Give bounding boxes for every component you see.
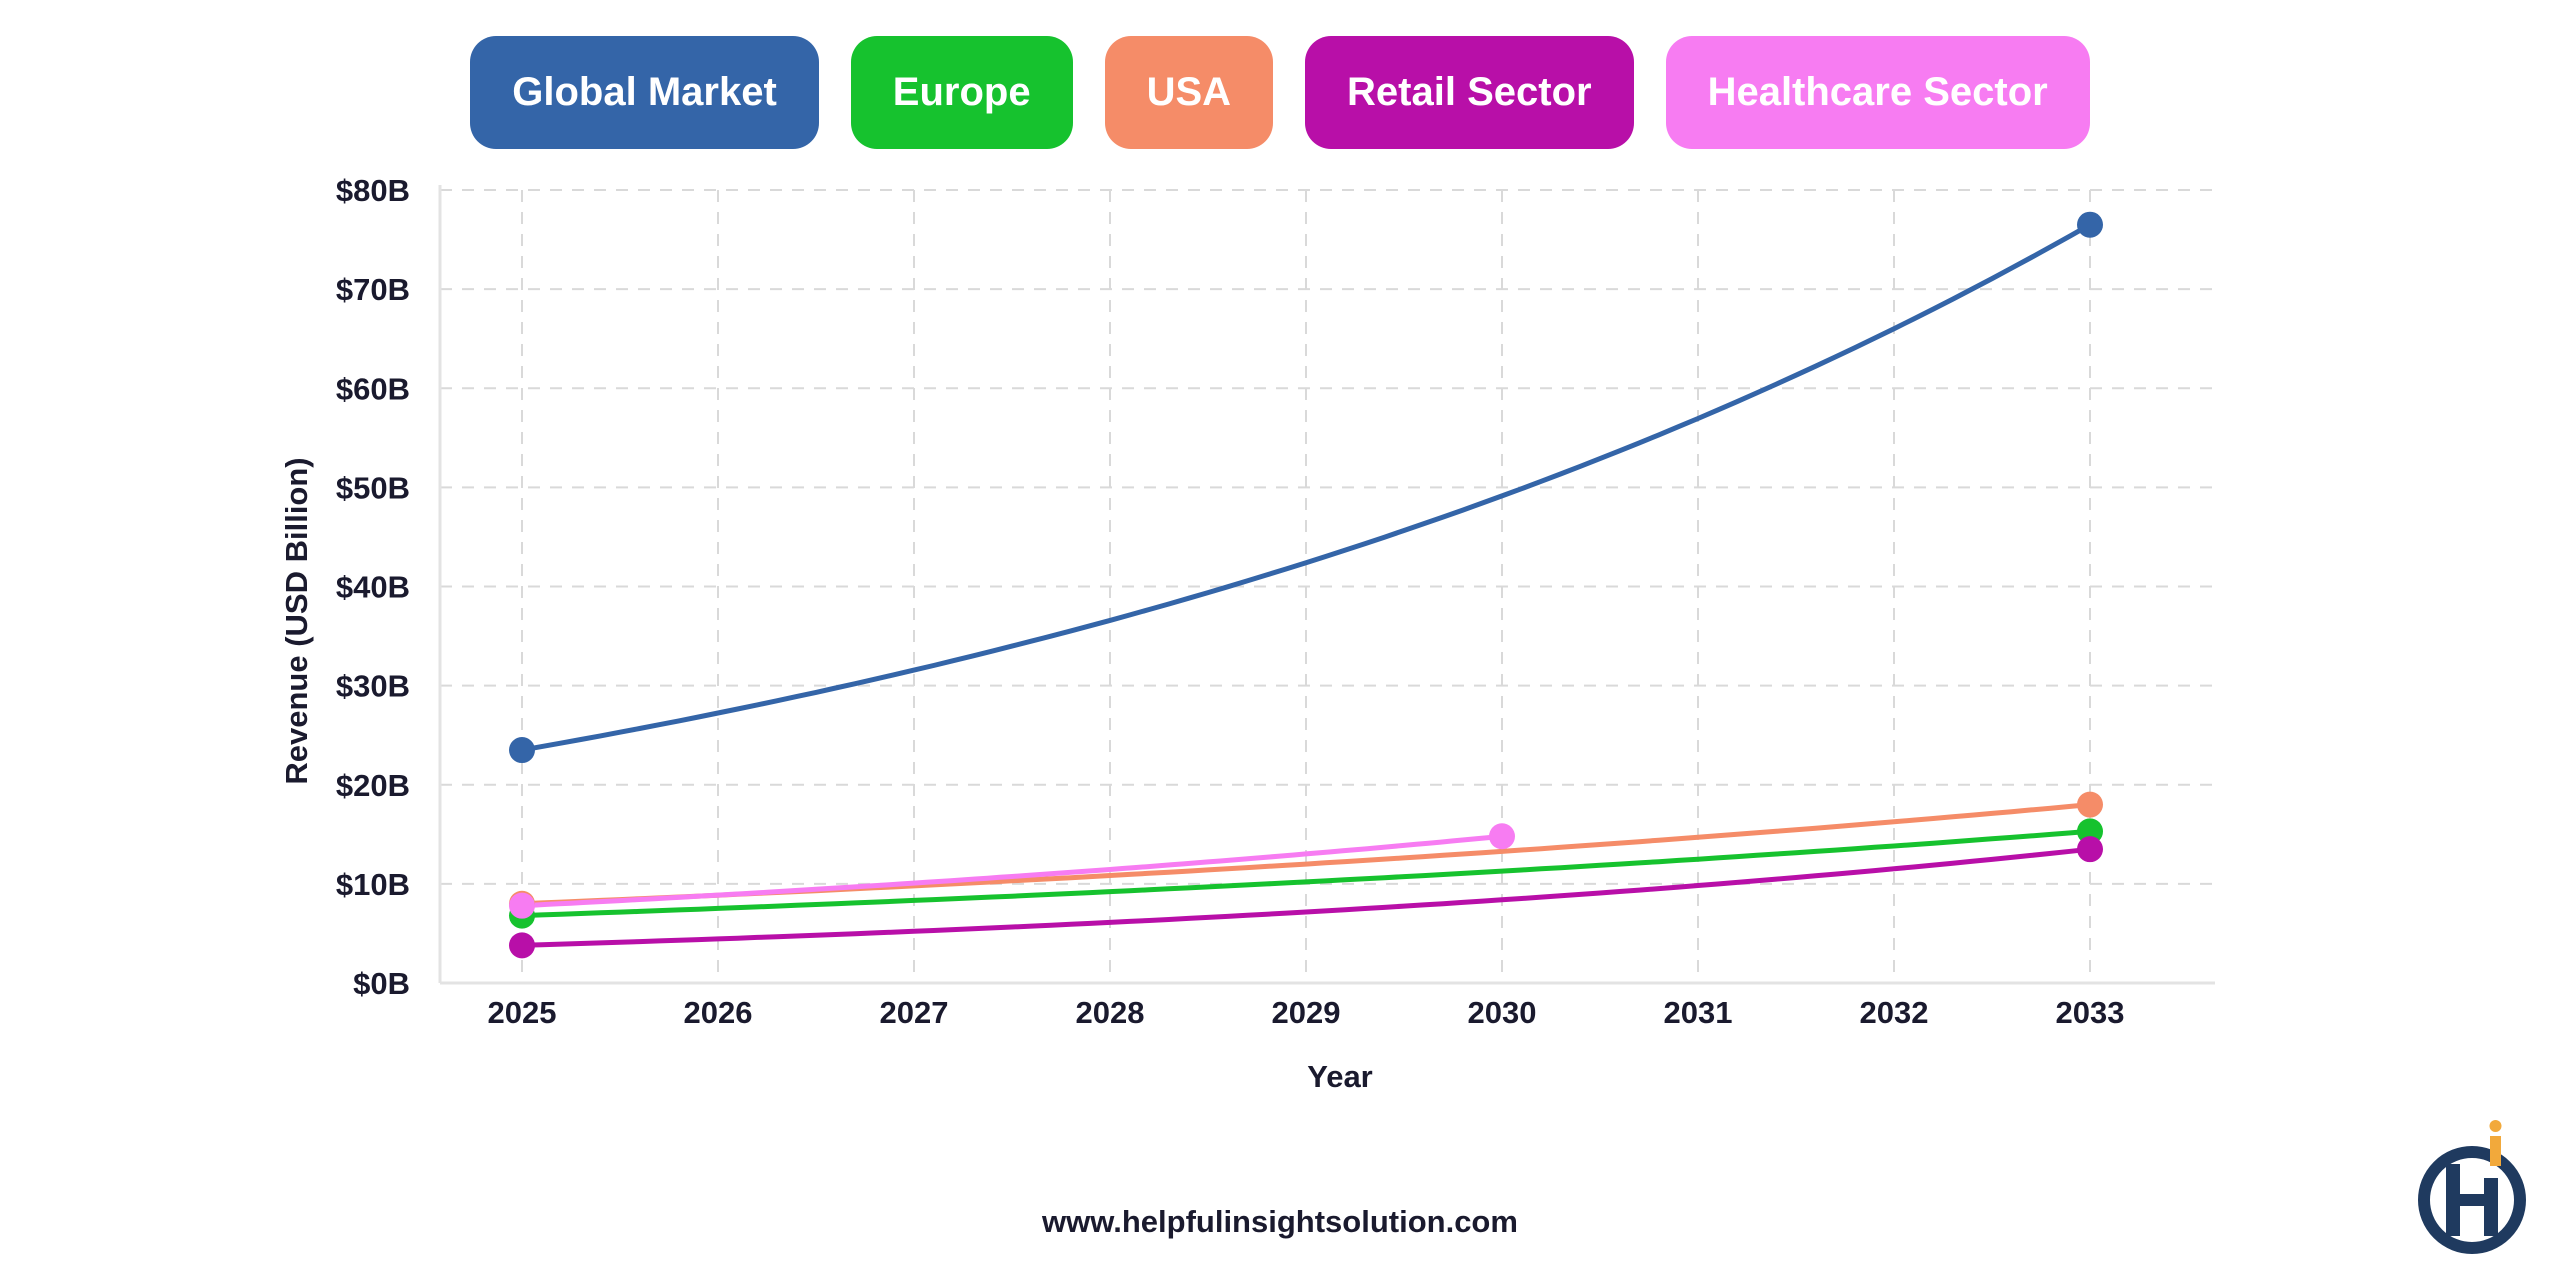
x-tick-label: 2026 — [684, 995, 753, 1030]
series-line — [521, 828, 2091, 919]
data-point — [2077, 791, 2103, 818]
y-tick-label: $70B — [336, 272, 410, 307]
y-tick-label: $30B — [336, 669, 410, 704]
y-tick-label: $20B — [336, 768, 410, 803]
y-tick-label: $60B — [336, 371, 410, 406]
x-tick-label: 2033 — [2056, 995, 2125, 1030]
y-tick-label: $40B — [336, 570, 410, 605]
y-tick-label: $0B — [353, 966, 410, 1001]
x-tick-label: 2031 — [1664, 995, 1733, 1030]
helpful-insight-logo-icon — [2418, 1120, 2526, 1254]
x-tick-label: 2030 — [1468, 995, 1537, 1030]
data-point — [2077, 836, 2103, 863]
x-tick-label: 2025 — [488, 995, 557, 1030]
series-line — [521, 846, 2091, 948]
data-points — [509, 211, 2103, 959]
series-line — [521, 833, 1503, 909]
data-point — [1489, 823, 1515, 850]
x-tick-label: 2032 — [1860, 995, 1929, 1030]
series-lines — [521, 222, 2092, 948]
x-tick-label: 2029 — [1272, 995, 1341, 1030]
x-tick-label: 2027 — [880, 995, 949, 1030]
legend-item[interactable]: Retail Sector — [1305, 36, 1634, 149]
x-axis-label: Year — [1307, 1059, 1373, 1094]
axes: $0B $10B $20B $30B $40B $50B $60B $70B $80B 2025 2… — [336, 173, 2215, 1030]
chart-legend: Global Market Europe USA Retail Sector Healt… — [0, 36, 2560, 149]
data-point — [509, 737, 535, 764]
series-line — [521, 222, 2092, 753]
legend-item[interactable]: USA — [1104, 36, 1274, 149]
legend-item[interactable]: Healthcare Sector — [1665, 36, 2090, 149]
data-point — [509, 932, 535, 959]
data-point — [2077, 818, 2103, 845]
footer-website[interactable]: www.helpfulinsightsolution.com — [1042, 1204, 1518, 1239]
y-axis-label: Revenue (USD Billion) — [279, 457, 314, 784]
data-point — [2077, 211, 2103, 238]
y-tick-label: $50B — [336, 470, 410, 505]
y-tick-label: $80B — [336, 173, 410, 208]
x-tick-label: 2028 — [1076, 995, 1145, 1030]
data-point — [509, 892, 535, 919]
legend-item[interactable]: Europe — [850, 36, 1073, 149]
legend-item[interactable]: Global Market — [470, 36, 819, 149]
y-tick-label: $10B — [336, 867, 410, 902]
